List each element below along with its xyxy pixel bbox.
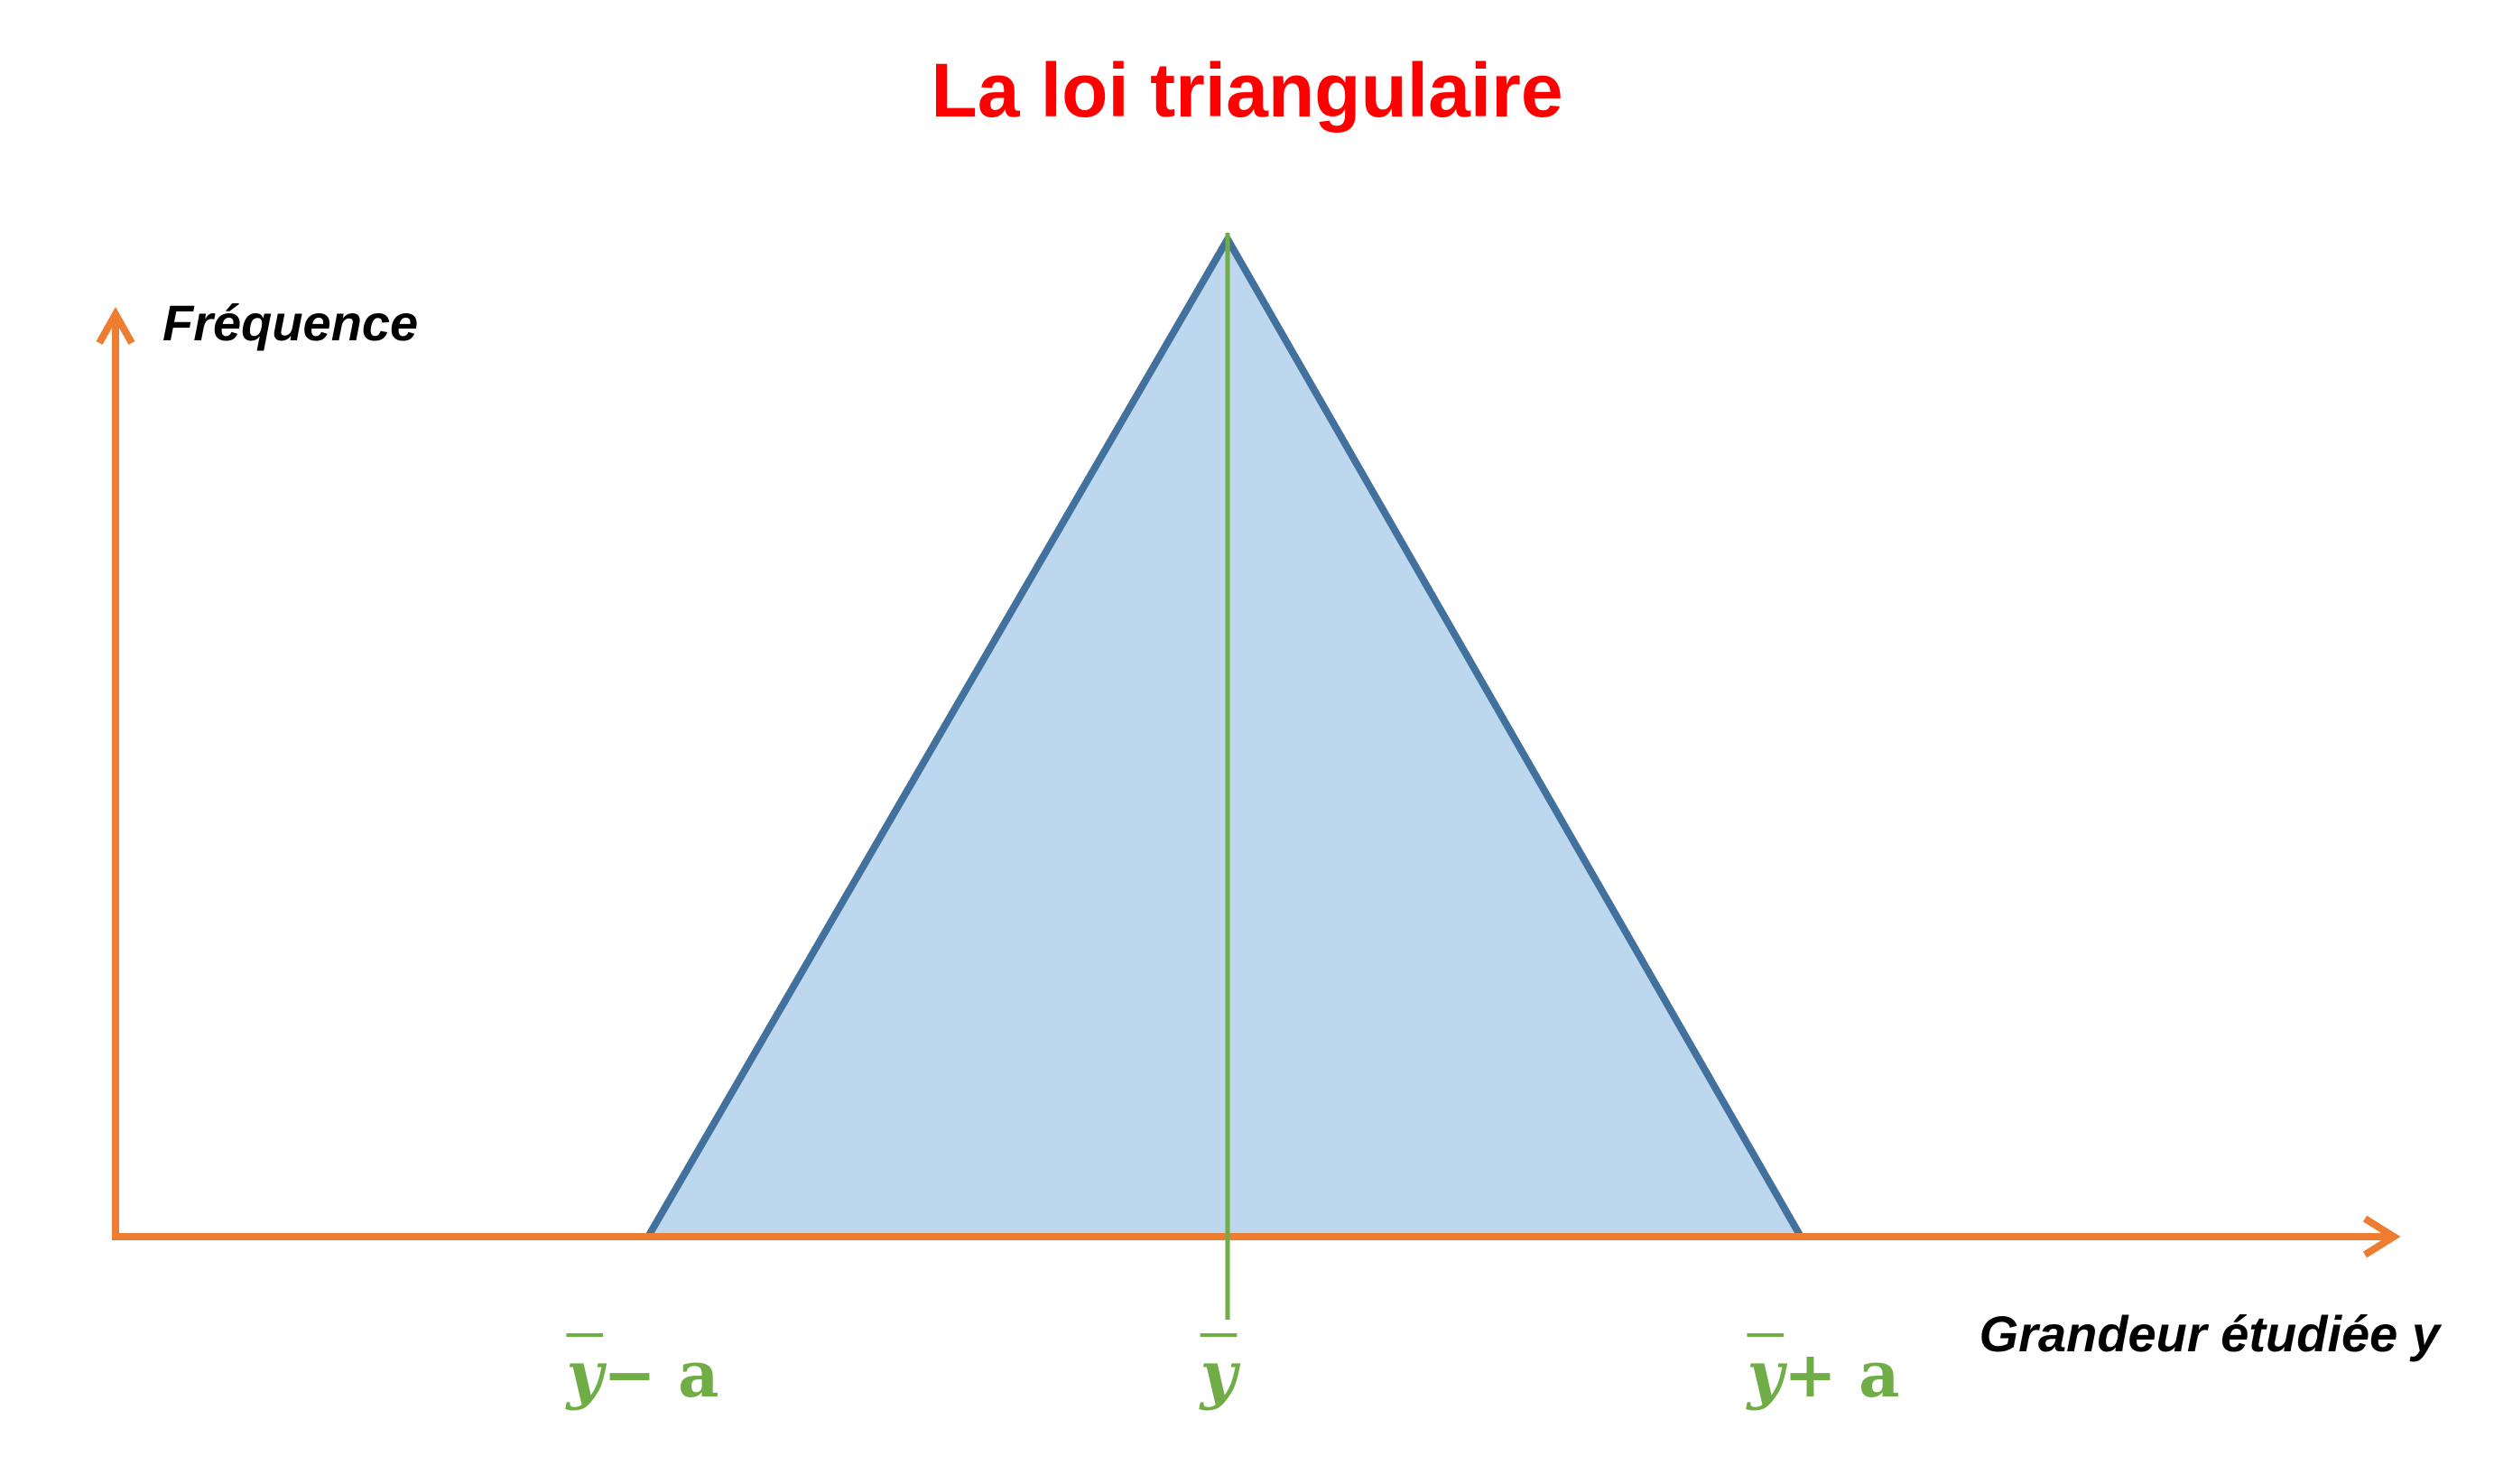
page-title: La loi triangulaire	[931, 48, 1563, 133]
triangle-shape	[642, 232, 1807, 1240]
x-axis-label: Grandeur étudiée y	[1979, 1305, 2440, 1362]
tick-label-right: y + a	[1747, 1337, 1900, 1412]
x-axis-arrow-icon	[2362, 1215, 2401, 1258]
y-axis-label: Fréquence	[162, 294, 419, 351]
y-axis-arrow-icon	[96, 306, 135, 345]
tick-label-left: y − a	[566, 1337, 719, 1412]
tick-label-center: y	[1200, 1337, 1238, 1412]
